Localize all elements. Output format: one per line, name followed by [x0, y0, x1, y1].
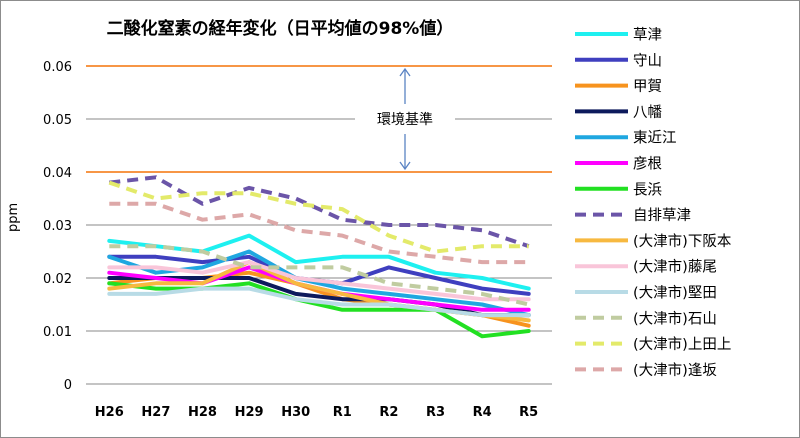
annotation-label-bg — [355, 106, 455, 132]
y-tick-label: 0.06 — [43, 60, 72, 75]
series-line — [107, 233, 531, 291]
series-line — [107, 281, 531, 339]
legend-entry: 自排草津 — [633, 207, 691, 224]
legend-entry: 東近江 — [633, 130, 677, 147]
annotation-arrowhead-down — [399, 161, 411, 171]
standard-annotation: 環境基準 — [86, 65, 552, 173]
legend-entry: (大津市)下阪本 — [633, 233, 731, 250]
x-tick-label: H30 — [281, 405, 310, 420]
chart-title: 二酸化窒素の経年変化（日平均値の98%値） — [106, 19, 454, 39]
annotation-arrowhead-up — [399, 67, 411, 77]
legend-entry: (大津市)逢坂 — [633, 362, 717, 379]
legend-entry: (大津市)堅田 — [633, 285, 717, 302]
annotation-label: 環境基準 — [377, 111, 433, 128]
legend-entry: 八幡 — [633, 104, 662, 121]
series-lines — [107, 175, 531, 339]
x-tick-labels: H26 H27 H28 H29 H30 R1 R2 R3 R4 R5 — [95, 405, 538, 420]
legend-entry: 甲賀 — [633, 78, 662, 95]
x-tick-label: R2 — [379, 405, 398, 420]
y-tick-label: 0.01 — [43, 325, 72, 340]
y-tick-label: 0.04 — [43, 166, 72, 181]
x-tick-label: H26 — [95, 405, 124, 420]
x-tick-label: R1 — [333, 405, 352, 420]
y-tick-label: 0.02 — [43, 272, 72, 287]
y-tick-label: 0 — [64, 378, 72, 393]
x-tick-label: R3 — [426, 405, 445, 420]
x-tick-label: H28 — [188, 405, 217, 420]
legend-entry: 守山 — [633, 52, 662, 69]
x-tick-label: R4 — [473, 405, 492, 420]
legend-entry: 彦根 — [633, 156, 662, 173]
legend-entry: (大津市)石山 — [633, 310, 717, 327]
series-line — [109, 201, 529, 265]
y-tick-label: 0.03 — [43, 219, 72, 234]
legend-entry: 長浜 — [633, 181, 662, 198]
y-tick-labels: 0 0.01 0.02 0.03 0.04 0.05 0.06 — [43, 60, 72, 393]
series-line — [107, 276, 531, 318]
series-line — [107, 260, 531, 302]
series-line — [108, 180, 529, 254]
x-tick-label: H29 — [235, 405, 264, 420]
legend-entry: 草津 — [633, 27, 662, 44]
x-tick-label: R5 — [519, 405, 538, 420]
y-tick-label: 0.05 — [43, 113, 72, 128]
x-tick-label: H27 — [141, 405, 170, 420]
legend-entry: (大津市)藤尾 — [633, 259, 717, 276]
series-line — [109, 175, 530, 249]
legend-entry: (大津市)上田上 — [633, 336, 731, 353]
series-line — [107, 286, 531, 318]
